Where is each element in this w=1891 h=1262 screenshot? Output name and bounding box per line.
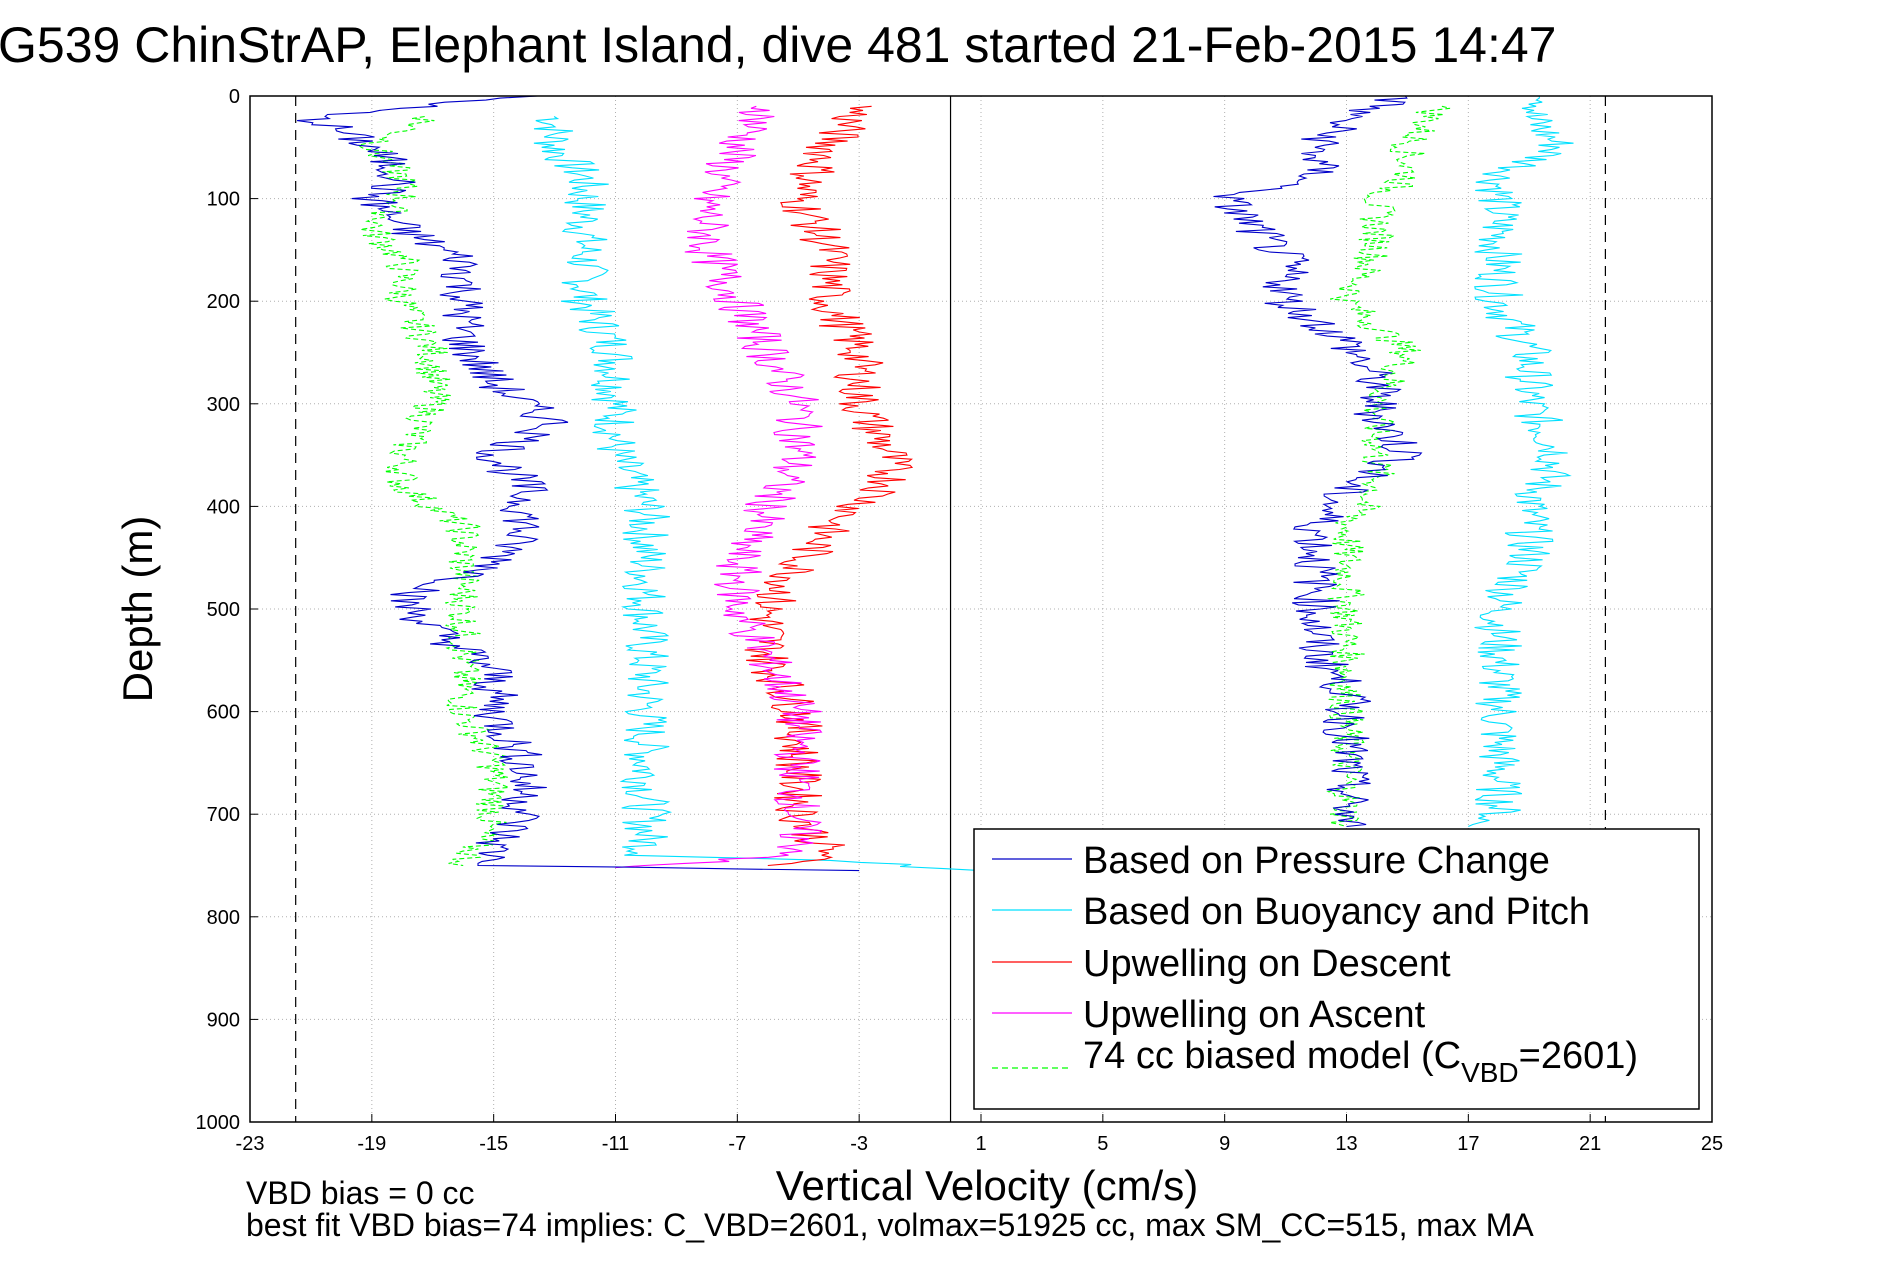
x-tick-label: 9: [1219, 1133, 1230, 1155]
based-on-pressure-change-ascent-line: [1213, 95, 1423, 828]
footnote-vbd-bias: VBD bias = 0 cc: [246, 1175, 475, 1211]
legend-label-biased-model: 74 cc biased model (CVBD=2601): [1083, 1035, 1638, 1088]
x-tick-labels: -23 -19 -15 -11 -7 -3 1 5 9 13 17 21 25: [236, 1133, 1724, 1155]
y-tick-label: 300: [207, 394, 240, 416]
legend-label-pressure: Based on Pressure Change: [1083, 840, 1550, 882]
y-tick-label: 0: [229, 86, 240, 108]
x-tick-label: 17: [1457, 1133, 1479, 1155]
x-tick-label: 5: [1097, 1133, 1108, 1155]
upwelling-on-descent-descent-line: [744, 105, 914, 867]
legend-label-upwelling-ascent: Upwelling on Ascent: [1083, 994, 1426, 1036]
chart-title: G539 ChinStrAP, Elephant Island, dive 48…: [0, 17, 1556, 73]
x-tick-label: -11: [602, 1133, 629, 1155]
based-on-buoyancy-and-pitch-ascent-line: [1468, 96, 1574, 828]
y-tick-label: 700: [207, 804, 240, 826]
x-axis-label: Vertical Velocity (cm/s): [776, 1162, 1198, 1209]
legend-label-biased-tail: =2601): [1519, 1035, 1638, 1077]
x-tick-label: 25: [1701, 1133, 1723, 1155]
legend: Based on Pressure Change Based on Buoyan…: [973, 828, 1700, 1110]
y-tick-label: 200: [207, 291, 240, 313]
upwelling-on-ascent-ascent-line: [615, 105, 823, 869]
footnote-best-fit: best fit VBD bias=74 implies: C_VBD=2601…: [246, 1207, 1534, 1243]
x-tick-label: 1: [975, 1133, 986, 1155]
series-layer: [297, 95, 1574, 872]
y-tick-label: 1000: [196, 1112, 241, 1134]
y-tick-label: 500: [207, 599, 240, 621]
y-tick-label: 400: [207, 496, 240, 518]
legend-label-biased-main: 74 cc biased model (C: [1083, 1035, 1461, 1077]
x-tick-label: 13: [1335, 1133, 1357, 1155]
based-on-buoyancy-and-pitch-descent-line: [533, 116, 982, 872]
y-tick-label: 600: [207, 702, 240, 724]
y-tick-labels: 0 100 200 300 400 500 600 700 800 900 1000: [196, 86, 241, 1134]
x-tick-label: -7: [728, 1133, 746, 1155]
plot-frame: [249, 95, 1713, 1123]
y-tick-label: 100: [207, 189, 240, 211]
74-cc-biased-model-cvbd-2601-descent-line: [357, 115, 510, 867]
x-tick-label: 21: [1579, 1133, 1601, 1155]
y-axis-label: Depth (m): [114, 516, 161, 703]
x-tick-label: -15: [479, 1133, 508, 1155]
based-on-pressure-change-descent-line: [297, 95, 860, 872]
legend-label-upwelling-descent: Upwelling on Descent: [1083, 943, 1451, 985]
legend-label-buoyancy: Based on Buoyancy and Pitch: [1083, 891, 1590, 933]
x-tick-label: -3: [850, 1133, 868, 1155]
x-tick-label: -23: [236, 1133, 265, 1155]
y-tick-label: 900: [207, 1009, 240, 1031]
y-tick-label: 800: [207, 907, 240, 929]
legend-box: [973, 828, 1700, 1110]
legend-label-biased-sub: VBD: [1461, 1057, 1519, 1088]
74-cc-biased-model-cvbd-2601-ascent-line: [1326, 105, 1451, 828]
x-tick-label: -19: [357, 1133, 386, 1155]
